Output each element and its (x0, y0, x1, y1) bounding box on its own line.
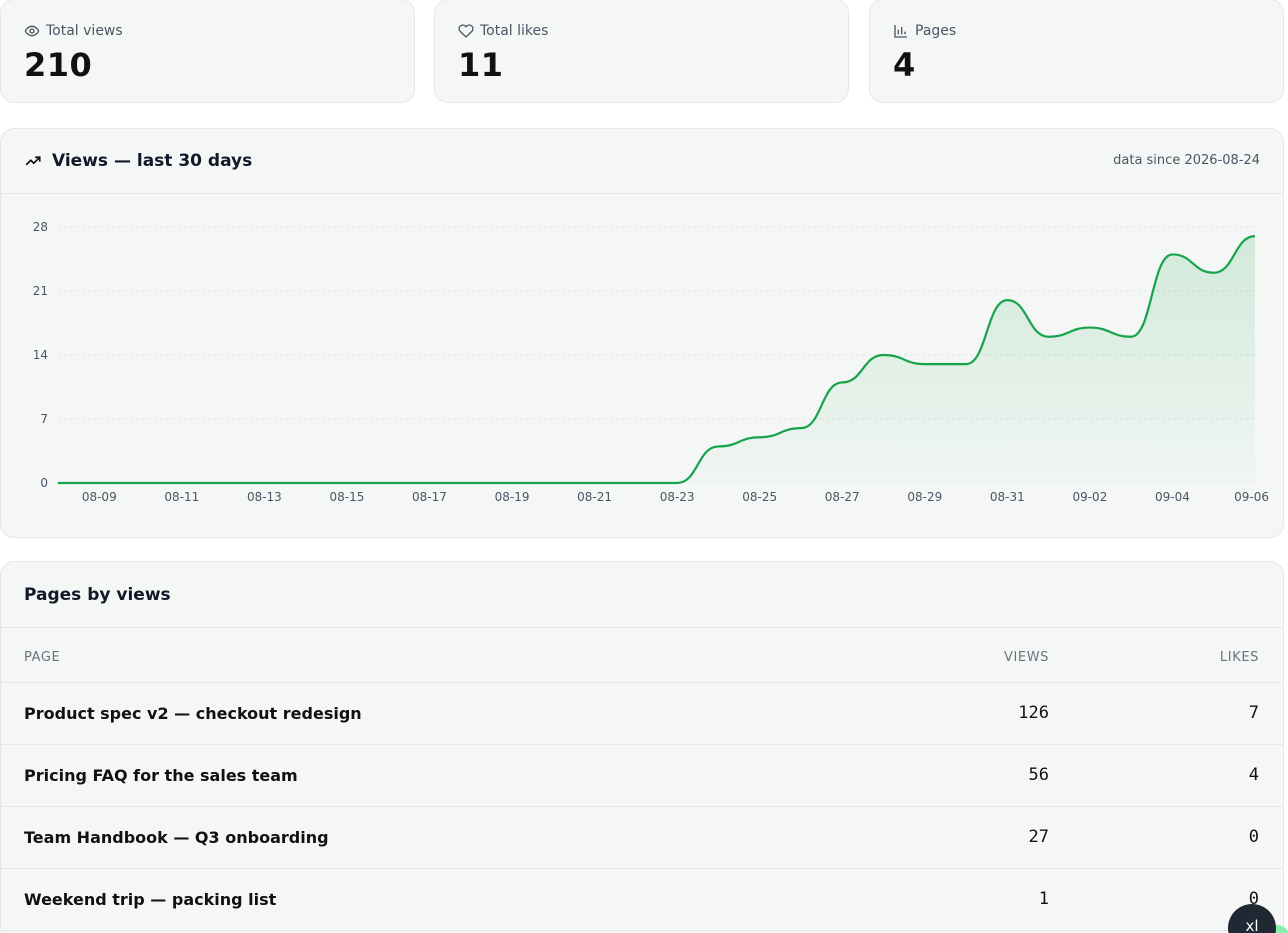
views-area-chart: 0 7 14 21 28 08-09 08-11 08-13 08-15 08-17 08-19 0… (33, 220, 1269, 504)
y-tick-label: 7 (40, 412, 48, 426)
page-views: 56 (1028, 765, 1049, 785)
data-point-08-17[interactable] (424, 478, 434, 488)
views-area (58, 236, 1255, 483)
stat-label: Total views (46, 23, 123, 39)
stat-value: 11 (458, 46, 504, 84)
x-tick-label: 08-17 (412, 490, 447, 504)
x-tick-label: 08-29 (907, 490, 942, 504)
page-views: 126 (1018, 703, 1049, 723)
page-name[interactable]: Weekend trip — packing list (24, 890, 277, 909)
column-header-likes[interactable]: LIKES (1219, 650, 1259, 665)
page-likes: 4 (1248, 765, 1259, 785)
data-point-08-21[interactable] (590, 478, 600, 488)
column-header-page[interactable]: PAGE (24, 650, 61, 665)
page-likes: 7 (1248, 703, 1259, 723)
table-row[interactable]: Weekend trip — packing list 1 0 (1, 869, 1283, 931)
data-point-08-18[interactable] (466, 478, 476, 488)
stat-value: 210 (24, 46, 93, 84)
views-line (58, 235, 1256, 485)
data-point-08-15[interactable] (342, 478, 352, 488)
pages-by-views-card: Pages by views PAGE VIEWS LIKES Product … (0, 561, 1284, 933)
x-tick-label: 09-06 (1234, 490, 1269, 504)
status-dot (1264, 925, 1288, 933)
data-point-09-04[interactable] (1167, 249, 1177, 259)
page-views: 1 (1038, 889, 1049, 909)
data-point-08-27[interactable] (837, 377, 847, 387)
data-point-08-10[interactable] (136, 478, 146, 488)
data-point-08-09[interactable] (94, 478, 104, 488)
column-header-views[interactable]: VIEWS (1003, 650, 1049, 665)
chart-data-since: data since 2026-08-24 (1113, 153, 1260, 168)
data-point-08-31[interactable] (1002, 295, 1012, 305)
heart-icon (458, 24, 474, 38)
page-name[interactable]: Team Handbook — Q3 onboarding (24, 828, 329, 847)
bar-chart-icon (894, 25, 907, 38)
page-likes: 0 (1248, 827, 1259, 847)
data-point-08-19[interactable] (507, 478, 517, 488)
stat-value: 4 (893, 46, 916, 84)
x-tick-label: 08-09 (82, 490, 117, 504)
chart-header: Views — last 30 days data since 2026-08-… (1, 129, 1283, 194)
x-tick-label: 09-02 (1072, 490, 1107, 504)
data-point-09-05[interactable] (1209, 268, 1219, 278)
table-header-row: PAGE VIEWS LIKES (1, 628, 1283, 683)
stat-label: Pages (915, 23, 957, 39)
data-point-08-28[interactable] (879, 350, 889, 360)
x-tick-label: 08-27 (825, 490, 860, 504)
data-point-09-01[interactable] (1044, 332, 1054, 342)
x-tick-label: 08-15 (329, 490, 364, 504)
page-name[interactable]: Pricing FAQ for the sales team (24, 766, 298, 785)
y-tick-label: 21 (33, 284, 48, 298)
x-tick-label: 09-04 (1155, 490, 1190, 504)
data-point-09-03[interactable] (1126, 332, 1136, 342)
views-chart-card: Views — last 30 days data since 2026-08-… (0, 128, 1284, 538)
data-point-08-13[interactable] (259, 478, 269, 488)
data-point-08-29[interactable] (920, 359, 930, 369)
data-point-08-11[interactable] (177, 478, 187, 488)
y-tick-label: 14 (33, 348, 48, 362)
table-title: Pages by views (24, 585, 171, 605)
data-point-09-06[interactable] (1250, 231, 1260, 241)
x-tick-label: 08-13 (247, 490, 282, 504)
trending-up-icon (25, 156, 41, 166)
data-point-08-25[interactable] (755, 432, 765, 442)
y-tick-label: 28 (33, 220, 48, 234)
data-point-08-08[interactable] (53, 478, 63, 488)
x-tick-label: 08-31 (990, 490, 1025, 504)
stat-card-total-likes: Total likes 11 (434, 0, 849, 103)
data-point-08-22[interactable] (631, 478, 641, 488)
stat-label: Total likes (480, 23, 549, 39)
page-name[interactable]: Product spec v2 — checkout redesign (24, 704, 362, 723)
data-point-08-30[interactable] (961, 359, 971, 369)
x-tick-label: 08-25 (742, 490, 777, 504)
data-point-08-16[interactable] (383, 478, 393, 488)
chart-title: Views — last 30 days (52, 151, 253, 171)
data-point-08-12[interactable] (218, 478, 228, 488)
table-row[interactable]: Team Handbook — Q3 onboarding 27 0 (1, 807, 1283, 869)
stat-card-pages: Pages 4 (869, 0, 1284, 103)
stat-card-total-views: Total views 210 (0, 0, 415, 103)
data-point-08-20[interactable] (548, 478, 558, 488)
x-tick-label: 08-21 (577, 490, 612, 504)
table-row[interactable]: Product spec v2 — checkout redesign 126 … (1, 683, 1283, 745)
x-tick-label: 08-11 (164, 490, 199, 504)
page-likes: 0 (1248, 889, 1259, 909)
data-point-08-26[interactable] (796, 423, 806, 433)
table-row[interactable]: Pricing FAQ for the sales team 56 4 (1, 745, 1283, 807)
data-point-08-23[interactable] (672, 478, 682, 488)
y-tick-label: 0 (40, 476, 48, 490)
x-tick-label: 08-19 (495, 490, 530, 504)
data-point-08-24[interactable] (713, 441, 723, 451)
x-tick-label: 08-23 (660, 490, 695, 504)
data-point-09-02[interactable] (1085, 323, 1095, 333)
data-point-08-14[interactable] (301, 478, 311, 488)
eye-icon (24, 25, 40, 37)
page-views: 27 (1028, 827, 1049, 847)
